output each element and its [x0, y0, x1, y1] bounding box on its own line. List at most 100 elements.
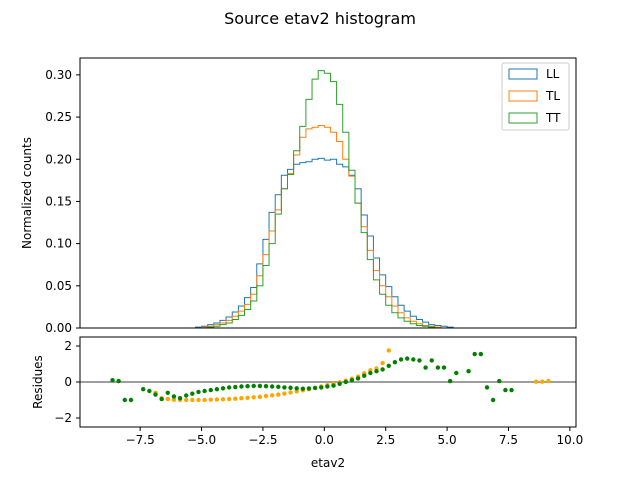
residues-point-orange — [196, 397, 201, 403]
residues-point-green — [312, 385, 318, 391]
residues-point-green — [239, 384, 244, 389]
residues-point-orange — [380, 360, 385, 366]
residues-point-green — [423, 365, 428, 370]
legend-swatch-tl — [508, 90, 538, 102]
residues-point-orange — [257, 394, 263, 399]
residues-point-green — [128, 397, 134, 403]
residues-point-orange — [202, 397, 207, 403]
residues-point-orange — [269, 393, 275, 398]
residues-point-green — [196, 389, 201, 395]
residues-point-green — [300, 386, 306, 391]
legend-swatch-ll — [508, 68, 538, 80]
histogram-series-tl — [109, 125, 552, 329]
residues-point-green — [509, 387, 514, 393]
residues-x-tick-label: 7.5 — [499, 433, 518, 447]
residues-point-green — [417, 358, 422, 363]
residues-point-green — [454, 370, 459, 376]
legend-label-tl: TL — [545, 89, 560, 103]
residues-point-green — [294, 386, 299, 391]
residues-point-orange — [239, 396, 244, 401]
residues-point-green — [362, 373, 367, 378]
residues-point-orange — [233, 396, 238, 401]
residues-point-orange — [276, 392, 281, 397]
residues-point-green — [380, 367, 385, 372]
residues-point-green — [116, 378, 121, 384]
residues-point-green — [435, 365, 441, 370]
residues-point-green — [392, 360, 398, 365]
residues-point-green — [374, 369, 379, 374]
residues-point-green — [337, 381, 342, 386]
residues-point-green — [325, 384, 330, 389]
residues-point-green — [220, 386, 226, 391]
residues-y-tick-label: 2 — [64, 339, 72, 353]
residues-panel: −2 0 2 −7.5 −5.0 −2.5 0.0 2.5 5.0 7.5 10.0 Residu… — [31, 336, 583, 470]
residues-point-orange — [533, 379, 539, 384]
residues-point-orange — [220, 397, 226, 402]
histogram-y-tick-label: 0.20 — [45, 152, 72, 166]
residues-point-green — [472, 351, 477, 357]
residues-point-green — [343, 379, 348, 385]
residues-point-green — [251, 383, 256, 389]
residues-point-green — [319, 385, 324, 390]
residues-x-tick-label: 5.0 — [438, 433, 457, 447]
residues-point-green — [386, 363, 391, 368]
residues-point-green — [147, 388, 152, 394]
residues-x-tick-label: −5.0 — [187, 433, 216, 447]
residues-point-green — [355, 376, 361, 381]
legend-swatch-tt — [508, 112, 538, 124]
histogram-y-axis-label: Normalized counts — [20, 137, 34, 249]
histogram-axes-frame — [79, 57, 577, 329]
residues-point-green — [276, 384, 281, 390]
residues-point-orange — [386, 348, 391, 353]
residues-x-axis-label: etav2 — [311, 456, 345, 470]
residues-point-green — [447, 378, 453, 384]
residues-point-green — [331, 383, 336, 388]
residues-point-green — [306, 386, 312, 391]
residues-point-orange — [226, 396, 232, 402]
residues-point-green — [110, 378, 115, 383]
residues-point-orange — [184, 397, 189, 403]
residues-y-tick-label: 0 — [64, 375, 72, 389]
residues-point-green — [404, 356, 410, 361]
residues-plot-area — [80, 348, 576, 403]
residues-point-orange — [251, 395, 256, 400]
histogram-y-tick-label: 0.25 — [45, 110, 72, 124]
residues-point-green — [269, 384, 275, 389]
residues-point-orange — [294, 389, 299, 394]
residues-point-green — [466, 369, 471, 374]
residues-axes-frame — [79, 336, 577, 428]
legend-label-ll: LL — [546, 67, 560, 81]
residues-point-green — [208, 387, 213, 393]
histogram-y-tick-label: 0.10 — [45, 237, 72, 251]
residues-point-green — [441, 365, 447, 370]
residues-y-ticks: −2 0 2 — [54, 339, 80, 425]
residues-point-orange — [190, 397, 195, 403]
residues-point-green — [497, 378, 502, 384]
histogram-panel: 0.00 0.05 0.10 0.15 0.20 0.25 0.30 Normalized … — [20, 57, 577, 335]
residues-y-axis-label: Residues — [31, 355, 45, 409]
residues-x-tick-label: −2.5 — [248, 433, 277, 447]
residues-point-green — [233, 384, 238, 390]
histogram-y-tick-label: 0.05 — [45, 279, 72, 293]
residues-point-orange — [245, 395, 250, 401]
residues-point-green — [478, 351, 484, 357]
residues-point-orange — [546, 378, 551, 384]
residues-point-green — [165, 390, 170, 395]
residues-point-green — [171, 394, 177, 399]
residues-point-green — [429, 358, 434, 363]
residues-point-green — [214, 387, 220, 392]
residues-point-orange — [263, 393, 269, 399]
residues-point-green — [177, 396, 183, 401]
residues-point-green — [153, 392, 158, 397]
histogram-series-ll — [109, 157, 552, 329]
residues-point-orange — [208, 397, 213, 402]
histogram-y-ticks: 0.00 0.05 0.10 0.15 0.20 0.25 0.30 — [45, 68, 80, 335]
residues-point-green — [411, 357, 416, 362]
residues-point-green — [490, 397, 496, 403]
legend-label-tt: TT — [545, 111, 561, 125]
residues-point-green — [202, 388, 207, 394]
residues-point-green — [368, 370, 373, 376]
residues-y-tick-label: −2 — [54, 411, 72, 425]
residues-point-green — [484, 385, 490, 390]
